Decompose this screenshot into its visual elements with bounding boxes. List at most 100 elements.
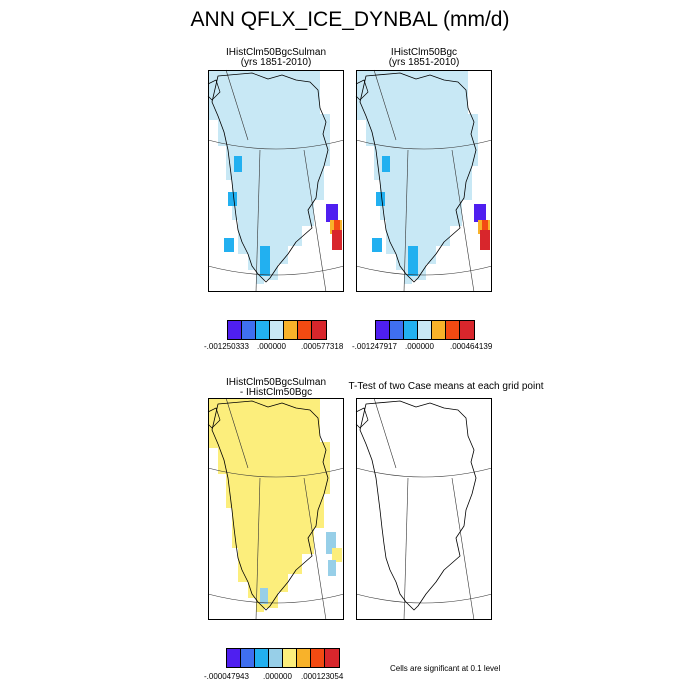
- graticule-line: [403, 477, 409, 621]
- graticule-line: [355, 593, 493, 604]
- colorbar-box: [376, 321, 390, 339]
- field-cell: [474, 204, 486, 222]
- colorbar-box: [325, 649, 339, 667]
- colorbar-min-label: -.001250333: [204, 342, 249, 351]
- colorbar-max-label: .000464139: [450, 342, 493, 351]
- graticule-line: [355, 467, 493, 478]
- coastline-layer: [355, 72, 477, 283]
- graticule-line: [451, 149, 475, 293]
- colorbar-bottom-left: [226, 648, 340, 668]
- coastline-layer: [355, 400, 477, 611]
- panel-title-top-left: IHistClm50BgcSulman (yrs 1851-2010): [208, 48, 344, 68]
- greenland-coastline: [359, 72, 477, 283]
- graticule-line: [255, 149, 261, 293]
- graticule-line: [207, 593, 345, 604]
- colorbar-box: [418, 321, 432, 339]
- panel-title-line2: (yrs 1851-2010): [240, 57, 312, 68]
- field-cell: [408, 246, 418, 276]
- field-cell: [332, 548, 342, 562]
- map-frame: [356, 70, 492, 292]
- colorbar-box: [311, 649, 325, 667]
- field-cell: [228, 192, 237, 206]
- colorbar-box: [460, 321, 474, 339]
- colorbar-box: [255, 649, 269, 667]
- coastline-layer: [207, 72, 329, 283]
- island-coastline: [355, 407, 369, 429]
- colorbar-box: [283, 649, 297, 667]
- colorbar-box: [227, 649, 241, 667]
- field-cell: [334, 220, 340, 230]
- field-cell: [332, 230, 342, 250]
- field-cell: [480, 230, 490, 250]
- graticule-line: [207, 139, 345, 150]
- graticule-line: [207, 467, 345, 478]
- graticule-line: [451, 477, 475, 621]
- field-cell: [482, 220, 488, 230]
- colorbar-min-label: -.000047943: [204, 672, 249, 681]
- graticule-line: [225, 397, 249, 469]
- graticule-line: [225, 69, 249, 141]
- graticule-line: [207, 265, 345, 276]
- map-panel-top-right: [355, 69, 493, 293]
- colorbar-max-label: .000577318: [301, 342, 344, 351]
- graticule-layer: [355, 397, 493, 621]
- graticule-layer: [207, 69, 345, 293]
- graticule-line: [403, 149, 409, 293]
- field-cell: [224, 238, 234, 252]
- colorbar-box: [241, 649, 255, 667]
- graticule-line: [303, 477, 327, 621]
- colorbar-box: [446, 321, 460, 339]
- panel-title-line1: IHistClm50Bgc: [390, 47, 458, 58]
- field-layer: [356, 70, 490, 284]
- map-panel-bottom-left: [207, 397, 345, 621]
- field-layer: [208, 70, 342, 284]
- colorbar-min-label: -.001247917: [352, 342, 397, 351]
- colorbar-box: [312, 321, 326, 339]
- greenland-coastline: [359, 400, 477, 611]
- colorbar-box: [297, 649, 311, 667]
- map-frame: [208, 70, 344, 292]
- colorbar-top-right: [375, 320, 475, 340]
- greenland-coastline: [211, 72, 329, 283]
- colorbar-top-left: [227, 320, 327, 340]
- field-cell: [234, 156, 242, 172]
- colorbar-box: [390, 321, 404, 339]
- panel-title-line2: (yrs 1851-2010): [388, 57, 460, 68]
- graticule-line: [255, 477, 261, 621]
- graticule-line: [355, 265, 493, 276]
- colorbar-max-label: .000123054: [301, 672, 344, 681]
- panel-title-line1: T-Test of two Case means at each grid po…: [348, 381, 544, 392]
- field-cell: [326, 532, 336, 554]
- graticule-line: [373, 69, 397, 141]
- graticule-line: [303, 149, 327, 293]
- coastline-layer: [207, 400, 329, 611]
- island-coastline: [207, 407, 221, 429]
- colorbar-mid-label: .000000: [263, 672, 292, 681]
- island-coastline: [207, 79, 221, 101]
- island-coastline: [355, 79, 369, 101]
- colorbar-box: [270, 321, 284, 339]
- map-frame: [208, 398, 344, 620]
- field-layer: [208, 398, 342, 612]
- map-panel-top-left: [207, 69, 345, 293]
- figure-title: ANN QFLX_ICE_DYNBAL (mm/d): [190, 8, 510, 31]
- panel-title-line2: - IHistClm50Bgc: [239, 387, 313, 398]
- panel-title-bottom-right: T-Test of two Case means at each grid po…: [312, 382, 580, 392]
- colorbar-box: [404, 321, 418, 339]
- panel-title-top-right: IHistClm50Bgc (yrs 1851-2010): [356, 48, 492, 68]
- colorbar-box: [298, 321, 312, 339]
- significance-note: Cells are significant at 0.1 level: [390, 664, 501, 673]
- colorbar-mid-label: .000000: [257, 342, 286, 351]
- panel-title-line1: IHistClm50BgcSulman: [225, 377, 327, 388]
- graticule-layer: [207, 397, 345, 621]
- field-cell: [376, 192, 385, 206]
- map-frame: [356, 398, 492, 620]
- field-cell: [372, 238, 382, 252]
- field-cell: [260, 588, 268, 604]
- colorbar-box: [432, 321, 446, 339]
- graticule-line: [373, 397, 397, 469]
- colorbar-box: [242, 321, 256, 339]
- colorbar-box: [284, 321, 298, 339]
- field-cell: [260, 246, 270, 276]
- colorbar-box: [256, 321, 270, 339]
